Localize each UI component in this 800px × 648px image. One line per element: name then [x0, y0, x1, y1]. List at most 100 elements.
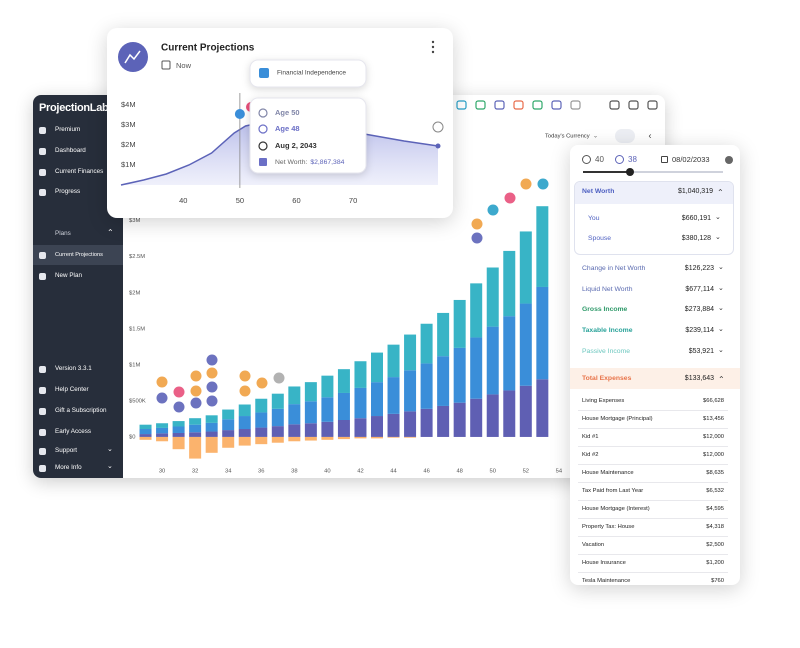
member-label[interactable]: You [588, 215, 600, 222]
event-icon[interactable] [537, 178, 549, 190]
event-icon[interactable] [156, 376, 168, 388]
toolbar-icon[interactable] [494, 100, 505, 110]
x-tick-label: 52 [523, 469, 529, 475]
end-marker[interactable] [432, 121, 444, 133]
event-icon[interactable] [256, 377, 268, 389]
toolbar-icon[interactable] [647, 100, 658, 110]
currency-select[interactable]: Today's Currency [545, 134, 590, 140]
separator [578, 554, 728, 555]
bar-segment [139, 429, 152, 435]
metric-label[interactable]: Change in Net Worth [582, 265, 646, 272]
event-icon[interactable] [190, 397, 202, 409]
bar-segment [486, 394, 499, 437]
y-tick-label: $3M [121, 120, 136, 129]
event-icon[interactable] [206, 354, 218, 366]
tooltip-box [249, 97, 367, 174]
toolbar-icon[interactable] [570, 100, 581, 110]
toolbar-icon[interactable] [513, 100, 524, 110]
bar-segment [503, 390, 516, 437]
nav-item[interactable]: New Plan [55, 272, 82, 279]
nav-item[interactable]: More Info [55, 464, 82, 471]
x-tick-label: 40 [179, 196, 187, 205]
flag-marker[interactable] [234, 109, 245, 119]
bar-segment [156, 423, 169, 428]
main-chart: Today's Currency ⌄ ‹ $0 $500K $1M $1.5M $2M $2.5… [129, 100, 658, 475]
nav-item[interactable]: Current Projections [55, 252, 103, 258]
nav-item[interactable]: Premium [55, 126, 81, 133]
nav-item[interactable]: Version 3.3.1 [55, 365, 92, 372]
x-tick-label: 32 [192, 469, 198, 475]
bar-segment [205, 431, 218, 437]
metric-label[interactable]: Taxable Income [582, 327, 633, 334]
metric-label[interactable]: Gross Income [582, 306, 628, 313]
event-icon[interactable] [190, 385, 202, 397]
event-icon[interactable] [273, 372, 285, 384]
menu-dot[interactable] [431, 45, 435, 49]
event-icon[interactable] [239, 370, 251, 382]
bar-segment [139, 434, 152, 437]
expense-label: Tesla Maintenance [582, 578, 631, 584]
metric-label[interactable]: Passive Income [582, 348, 630, 355]
bar-segment [189, 418, 202, 425]
toolbar-icon[interactable] [475, 100, 486, 110]
member-label[interactable]: Spouse [588, 235, 612, 242]
settings-button[interactable] [615, 129, 635, 143]
toolbar-icon[interactable] [628, 100, 639, 110]
back-button[interactable]: ‹ [649, 130, 652, 140]
bar-segment [437, 312, 450, 357]
event-icon[interactable] [504, 192, 516, 204]
event-icon[interactable] [173, 401, 185, 413]
event-icon[interactable] [206, 395, 218, 407]
bar-segment [271, 426, 284, 437]
event-icon[interactable] [190, 370, 202, 382]
bar-segment [172, 426, 185, 433]
event-icon[interactable] [173, 386, 185, 398]
bar-segment [321, 397, 334, 422]
nav-item[interactable]: Dashboard [55, 147, 86, 154]
y-tick-label: $0 [129, 434, 135, 440]
menu-dot[interactable] [431, 50, 435, 54]
tooltip-swatch [259, 158, 267, 166]
bar-segment [519, 385, 532, 437]
bar-segment [337, 392, 350, 421]
toolbar-icon[interactable] [532, 100, 543, 110]
bar-segment [288, 424, 301, 437]
chevron: ⌄ [715, 234, 721, 241]
event-icon[interactable] [206, 381, 218, 393]
bar-segment [503, 316, 516, 391]
chevron: ⌄ [718, 305, 724, 312]
x-tick-label: 44 [390, 469, 397, 475]
event-icon[interactable] [471, 232, 483, 244]
age-icon [615, 155, 624, 164]
nav-section[interactable]: Plans [55, 230, 71, 237]
event-icon[interactable] [520, 178, 532, 190]
nav-icon [39, 447, 46, 455]
nav-item[interactable]: Help Center [55, 386, 89, 393]
chevron: ⌄ [715, 214, 721, 221]
event-icon[interactable] [487, 204, 499, 216]
toolbar-icon[interactable] [551, 100, 562, 110]
toolbar-icon[interactable] [456, 100, 467, 110]
expense-label: Vacation [582, 542, 605, 548]
net-worth-label[interactable]: Net Worth [582, 188, 615, 195]
event-icon[interactable] [156, 392, 168, 404]
nav-item[interactable]: Progress [55, 188, 81, 195]
nav-item[interactable]: Gift a Subscription [55, 407, 107, 414]
expenses-label[interactable]: Total Expenses [582, 375, 632, 382]
nav-item[interactable]: Current Finances [55, 168, 104, 175]
toolbar-icon[interactable] [609, 100, 620, 110]
event-icon[interactable] [239, 385, 251, 397]
expense-value: $2,500 [706, 542, 724, 548]
x-tick-label: 42 [357, 469, 363, 475]
nav-item[interactable]: Early Access [55, 428, 92, 435]
brand: ProjectionLab [39, 102, 109, 114]
menu-dot[interactable] [431, 40, 435, 44]
bar-segment [172, 436, 185, 450]
nav-item[interactable]: Support [55, 447, 78, 454]
event-icon[interactable] [471, 218, 483, 230]
nav-icon [39, 188, 46, 196]
detail-panel: 40 38 08/02/2033 Net Worth $1,040,319 ⌃ You $66… [570, 145, 740, 585]
metric-label[interactable]: Liquid Net Worth [582, 286, 633, 293]
bar-segment [387, 377, 400, 414]
event-icon[interactable] [206, 367, 218, 379]
